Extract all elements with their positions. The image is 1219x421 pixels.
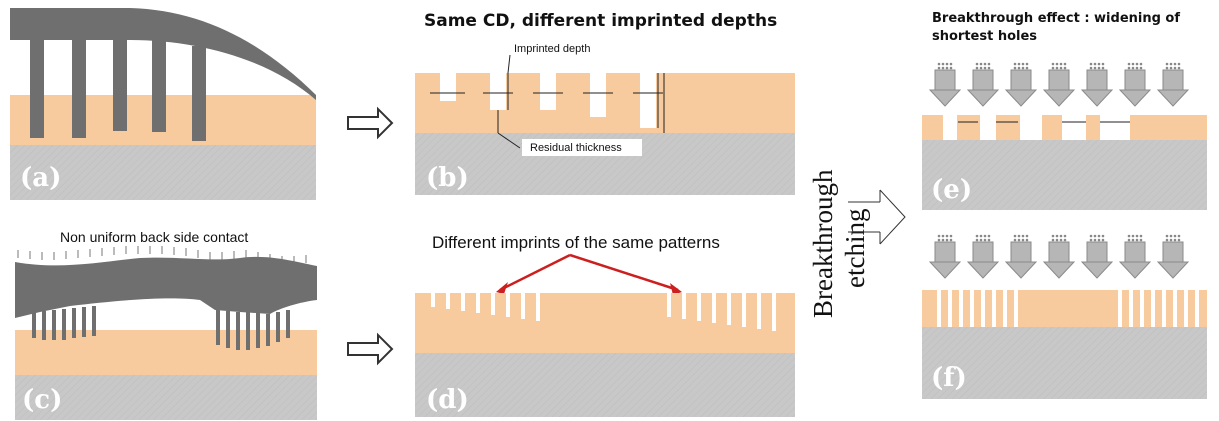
- substrate-layer: [415, 353, 795, 417]
- mold-pillar: [192, 46, 206, 141]
- substrate-layer: [922, 140, 1207, 210]
- etch-arrow-icon: [1005, 234, 1037, 279]
- etch-arrow-icon: [929, 62, 961, 107]
- mold-pillar: [113, 38, 127, 131]
- etched-openings: [943, 115, 1130, 140]
- hollow-right-arrow-icon: [347, 334, 393, 364]
- red-pointer-arrowhead: [496, 282, 508, 294]
- etch-arrow-icon: [1043, 234, 1075, 279]
- resist-layer: [922, 290, 1207, 327]
- depth-markers: [430, 54, 665, 149]
- etch-arrow-icon: [929, 234, 961, 279]
- panel-f: (f): [922, 234, 1207, 399]
- panel-d: Different imprints of the same patterns …: [415, 233, 795, 417]
- red-pointer-arrow-icon: [499, 253, 571, 292]
- substrate-layer: [922, 327, 1207, 399]
- etch-arrow-row: [929, 234, 1189, 279]
- etch-arrow-icon: [1119, 234, 1151, 279]
- breakthrough-etching-label: Breakthrough etching: [808, 169, 906, 318]
- imprinted-hole: [440, 73, 456, 101]
- red-pointer-arrow-icon: [569, 253, 679, 292]
- resist-layer: [415, 293, 795, 353]
- panel-c: Non uniform back side contact: [15, 229, 317, 420]
- etch-arrow-row: [929, 62, 1189, 107]
- residual-thickness-label: Residual thickness: [530, 142, 622, 154]
- panel-label-f: (f): [931, 363, 967, 393]
- etch-arrow-icon: [1157, 234, 1189, 279]
- mold-pillar: [30, 38, 44, 138]
- etch-arrow-icon: [1119, 62, 1151, 107]
- panel-label-a: (a): [20, 163, 61, 193]
- process-label-line2: etching: [840, 209, 870, 288]
- imprint-slots-right: [667, 293, 776, 331]
- substrate-layer: [15, 375, 317, 420]
- panel-e-title-line2: shortest holes: [932, 29, 1037, 44]
- etch-arrow-icon: [967, 234, 999, 279]
- through-holes-right: [1118, 290, 1199, 327]
- panel-label-b: (b): [426, 163, 469, 193]
- imprinted-depth-label: Imprinted depth: [514, 43, 590, 55]
- imprinted-hole: [640, 73, 656, 128]
- mold-pillar-group-left: [32, 306, 96, 340]
- hollow-right-arrow-icon: [347, 108, 393, 138]
- etch-arrow-icon: [1081, 62, 1113, 107]
- panel-b-title: Same CD, different imprinted depths: [424, 11, 777, 31]
- panel-label-d: (d): [426, 385, 469, 415]
- panel-e: Breakthrough effect : widening of shorte…: [922, 11, 1207, 210]
- through-holes-left: [937, 290, 1018, 327]
- process-label-line1: Breakthrough: [808, 169, 838, 318]
- process-arrow-icon: [848, 189, 906, 245]
- imprinted-hole: [590, 73, 606, 117]
- imprint-slots-left: [431, 293, 540, 321]
- panel-e-title-line1: Breakthrough effect : widening of: [932, 11, 1180, 26]
- contact-annotation: Non uniform back side contact: [60, 229, 248, 245]
- residual-label-box: [522, 139, 642, 156]
- mold-pillar-group-right: [216, 310, 290, 350]
- resist-layer: [15, 330, 317, 375]
- etch-arrow-icon: [1157, 62, 1189, 107]
- etch-arrow-icon: [967, 62, 999, 107]
- mold-pillar: [72, 38, 86, 138]
- panel-label-c: (c): [22, 385, 62, 415]
- red-pointer-arrowhead: [670, 283, 682, 295]
- mold-pillar: [152, 40, 166, 132]
- substrate-layer: [10, 145, 316, 200]
- mold-stamp: [15, 256, 317, 318]
- imprinted-hole: [540, 73, 556, 110]
- panel-label-e: (e): [931, 175, 972, 205]
- etch-arrow-icon: [1081, 234, 1113, 279]
- etch-arrow-icon: [1005, 62, 1037, 107]
- mold-stamp: [10, 8, 316, 100]
- imprints-annotation: Different imprints of the same patterns: [432, 233, 720, 252]
- etch-arrow-icon: [1043, 62, 1075, 107]
- imprinted-hole: [490, 73, 506, 110]
- panel-b: Same CD, different imprinted depths Impr…: [415, 11, 795, 195]
- panel-a: (a): [10, 8, 316, 200]
